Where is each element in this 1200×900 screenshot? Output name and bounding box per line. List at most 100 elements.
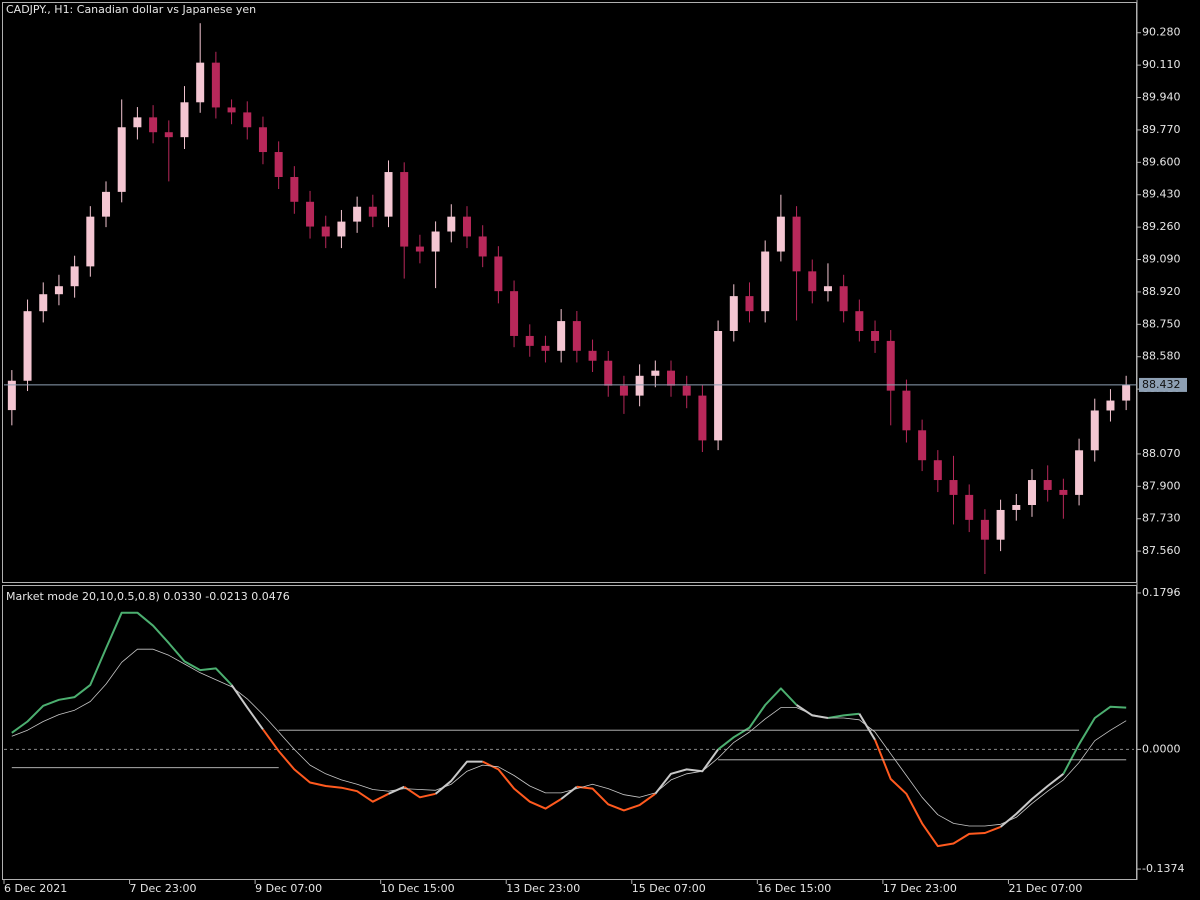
indicator-line xyxy=(874,739,1001,848)
candle-body xyxy=(368,206,377,217)
candle-body xyxy=(635,375,644,396)
y-tick-label: 90.280 xyxy=(1142,26,1181,39)
y-tick-label: 0.1796 xyxy=(1142,586,1181,599)
candle-body xyxy=(384,172,393,217)
candle-body xyxy=(1090,410,1099,451)
x-tick-label: 15 Dec 07:00 xyxy=(632,882,706,895)
y-tick-label: 87.900 xyxy=(1142,479,1181,492)
candle-body xyxy=(478,236,487,257)
y-tick-label: 0.0000 xyxy=(1142,742,1181,755)
candle-body xyxy=(149,117,158,133)
candle-body xyxy=(86,216,95,267)
candle-body xyxy=(996,509,1005,540)
candle-body xyxy=(102,191,111,217)
candle-body xyxy=(776,216,785,252)
candle-body xyxy=(1027,480,1036,506)
candle-body xyxy=(667,370,676,386)
candle-body xyxy=(196,62,205,103)
candle-body xyxy=(855,311,864,331)
candle-body xyxy=(918,430,927,461)
candle-body xyxy=(604,360,613,386)
indicator-line xyxy=(999,773,1065,828)
candle-body xyxy=(588,350,597,361)
indicator-line xyxy=(576,785,656,812)
candle-body xyxy=(1012,505,1021,510)
candle-body xyxy=(321,226,330,237)
candle-body xyxy=(211,62,220,108)
y-tick-label: 89.430 xyxy=(1142,188,1181,201)
y-tick-label: 89.770 xyxy=(1142,123,1181,136)
indicator-line xyxy=(654,748,719,795)
last-price-box xyxy=(1139,377,1187,392)
indicator-line xyxy=(482,760,562,810)
x-tick-label: 16 Dec 15:00 xyxy=(757,882,831,895)
candle-body xyxy=(808,271,817,292)
candle-body xyxy=(258,127,267,153)
y-tick-label: 87.560 xyxy=(1142,544,1181,557)
candle-body xyxy=(274,152,283,178)
candle-body xyxy=(400,172,409,247)
indicator-line xyxy=(560,786,578,800)
candle-body xyxy=(1043,480,1052,490)
x-tick-label: 21 Dec 07:00 xyxy=(1008,882,1082,895)
x-tick-label: 9 Dec 07:00 xyxy=(255,882,322,895)
candle-body xyxy=(54,286,63,295)
indicator-line xyxy=(858,713,876,741)
candle-body xyxy=(180,102,189,138)
candle-body xyxy=(839,286,848,312)
indicator-line xyxy=(827,712,860,719)
candle-body xyxy=(965,494,974,520)
candle-body xyxy=(729,296,738,331)
candle-body xyxy=(1106,400,1115,411)
candle-body xyxy=(823,286,832,292)
candle-body xyxy=(619,385,628,396)
candle-body xyxy=(651,370,660,376)
x-tick-label: 7 Dec 23:00 xyxy=(130,882,197,895)
candle-body xyxy=(164,132,173,138)
candle-body xyxy=(290,177,299,202)
y-tick-label: 88.750 xyxy=(1142,317,1181,330)
candle-body xyxy=(227,107,236,113)
candle-body xyxy=(541,345,550,351)
candle-body xyxy=(23,311,32,381)
indicator-line xyxy=(11,611,233,734)
candle-body xyxy=(306,201,315,227)
candle-body xyxy=(792,216,801,272)
y-tick-label: 89.940 xyxy=(1142,91,1181,104)
candle-body xyxy=(1059,489,1068,495)
indicator-line xyxy=(262,728,389,803)
candle-body xyxy=(871,330,880,341)
candle-body xyxy=(353,206,362,222)
candle-body xyxy=(761,251,770,312)
candle-body xyxy=(243,112,252,128)
y-tick-label: 88.580 xyxy=(1142,350,1181,363)
candle-body xyxy=(447,216,456,232)
y-tick-label: 88.070 xyxy=(1142,447,1181,460)
x-tick-label: 10 Dec 15:00 xyxy=(381,882,455,895)
y-tick-label: 88.920 xyxy=(1142,285,1181,298)
candle-body xyxy=(494,256,503,292)
candle-body xyxy=(1122,384,1131,401)
candle-body xyxy=(682,385,691,396)
candle-body xyxy=(745,296,754,312)
indicator-line xyxy=(11,648,1127,827)
candle-body xyxy=(949,480,958,495)
indicator-line xyxy=(230,684,264,730)
candle-body xyxy=(714,330,723,441)
x-tick-label: 6 Dec 2021 xyxy=(4,882,67,895)
candle-body xyxy=(557,321,566,351)
x-tick-label: 17 Dec 23:00 xyxy=(883,882,957,895)
candle-body xyxy=(886,340,895,391)
candle-body xyxy=(462,216,471,237)
candle-body xyxy=(698,395,707,441)
candle-body xyxy=(510,291,519,336)
candle-body xyxy=(133,117,142,128)
indicator-line xyxy=(403,785,436,799)
candle-body xyxy=(902,390,911,431)
x-tick-label: 13 Dec 23:00 xyxy=(506,882,580,895)
y-tick-label: 89.600 xyxy=(1142,155,1181,168)
candle-body xyxy=(39,294,48,312)
last-price-label: 88.432 xyxy=(1142,378,1181,391)
candle-body xyxy=(1075,450,1084,495)
